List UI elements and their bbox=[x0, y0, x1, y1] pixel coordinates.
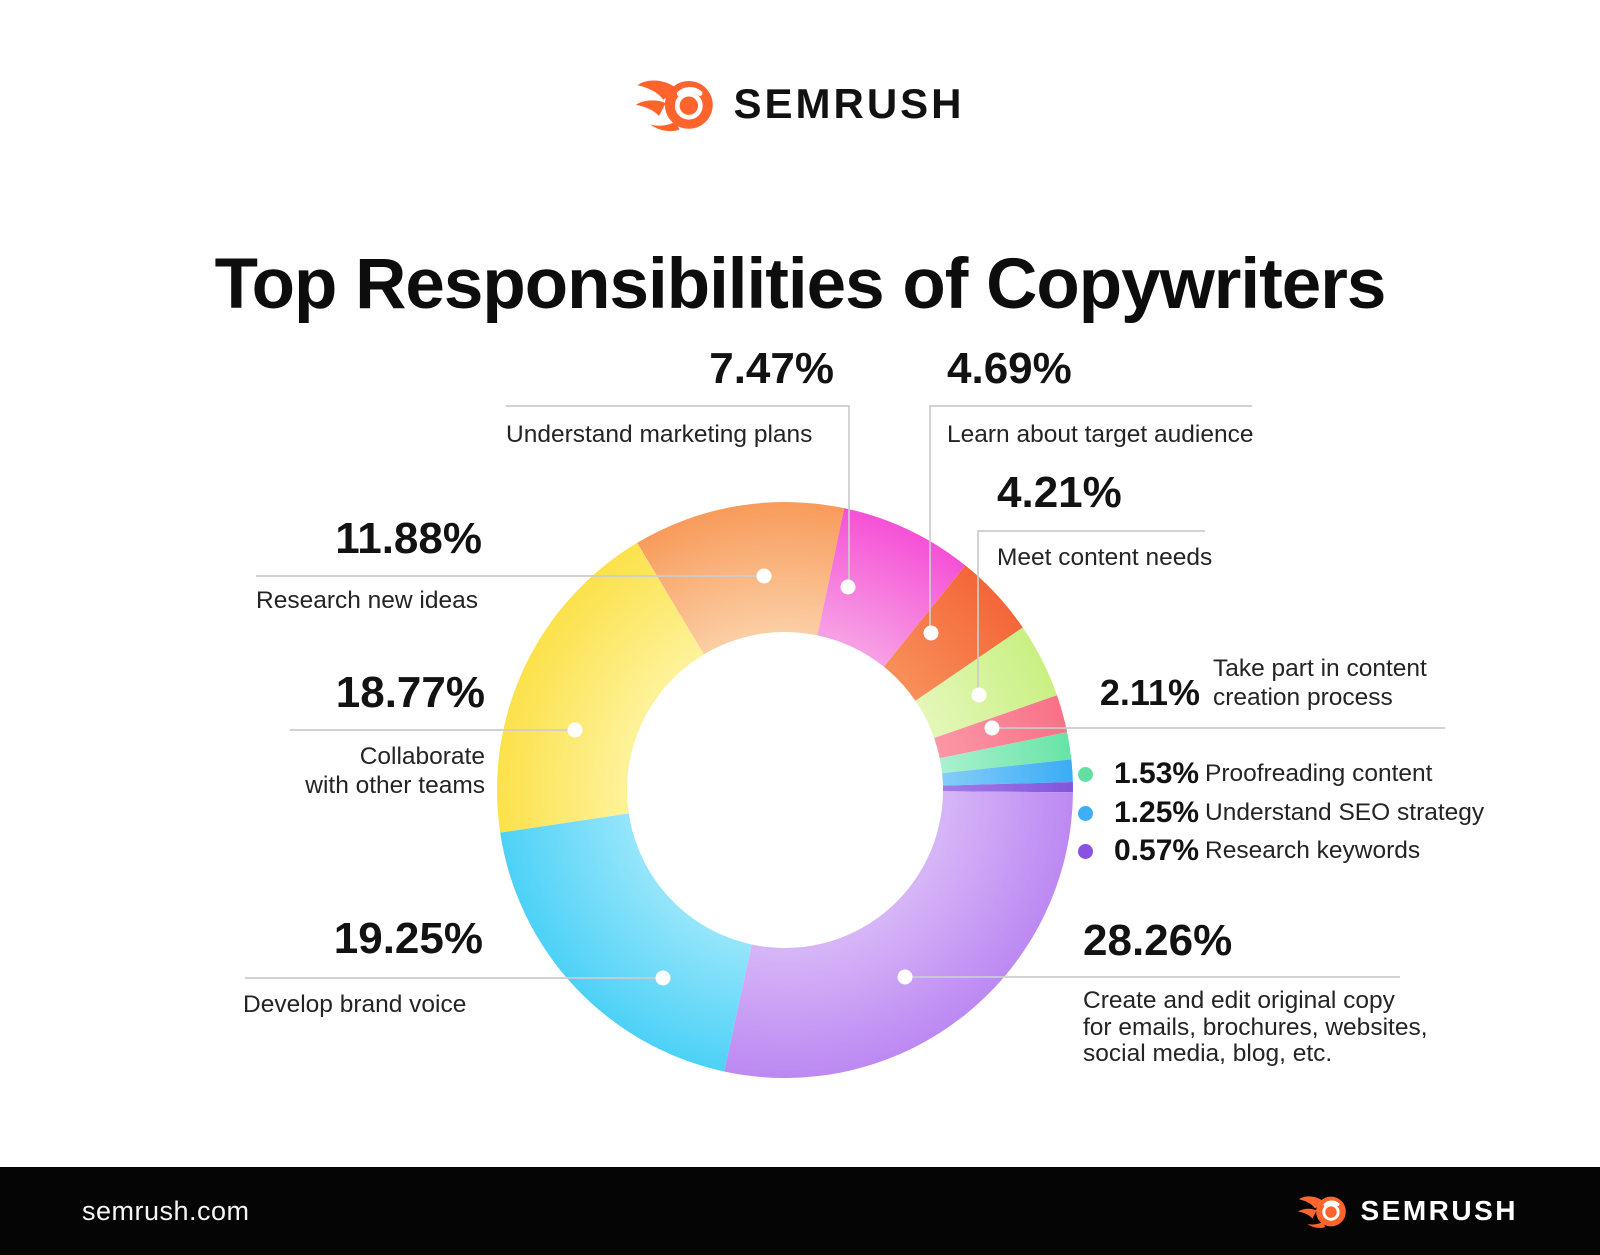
label-research-ideas: Research new ideas bbox=[256, 587, 478, 614]
legend-dot-proofreading bbox=[1078, 766, 1093, 782]
dot-brand-voice bbox=[655, 970, 671, 986]
pct-content-needs: 4.21% bbox=[997, 468, 1122, 517]
footer-bar: semrush.com SEMRUSH bbox=[0, 1167, 1600, 1255]
label-content-needs: Meet content needs bbox=[997, 544, 1213, 571]
dot-collaborate bbox=[567, 722, 583, 738]
donut-slice-0 bbox=[637, 502, 845, 655]
legend-label-proofreading: Proofreading content bbox=[1205, 760, 1433, 787]
label-audience: Learn about target audience bbox=[947, 421, 1254, 448]
dot-create-copy bbox=[897, 969, 913, 985]
page-title: Top Responsibilities of Copywriters bbox=[214, 244, 1387, 324]
callout-connectors bbox=[245, 405, 1445, 979]
dot-research-ideas bbox=[756, 568, 772, 584]
legend-label-seo: Understand SEO strategy bbox=[1205, 799, 1485, 826]
dot-marketing bbox=[840, 579, 856, 595]
donut-slice-4 bbox=[934, 695, 1068, 759]
donut-slice-3 bbox=[915, 627, 1057, 739]
label-creation-line1: Take part in content bbox=[1213, 655, 1427, 682]
label-create-copy: Create and edit original copy for emails… bbox=[1083, 987, 1428, 1068]
dot-content-needs bbox=[971, 687, 987, 703]
legend-dot-seo bbox=[1078, 805, 1093, 821]
legend-dot-keywords bbox=[1078, 843, 1093, 859]
donut-slice-7 bbox=[942, 781, 1073, 793]
dot-audience bbox=[923, 625, 939, 641]
pct-audience: 4.69% bbox=[947, 344, 1072, 393]
legend-pct-proofreading: 1.53% bbox=[1114, 757, 1200, 790]
label-brand-voice: Develop brand voice bbox=[243, 991, 467, 1018]
pct-creation: 2.11% bbox=[1099, 672, 1200, 713]
semrush-fireball-icon bbox=[1298, 1196, 1347, 1228]
pct-research-ideas: 11.88% bbox=[335, 514, 482, 563]
legend-row-proofreading: 1.53% Proofreading content bbox=[1078, 757, 1433, 790]
legend-row-seo: 1.25% Understand SEO strategy bbox=[1078, 796, 1485, 829]
connector-marketing bbox=[506, 405, 850, 587]
header-logo: SEMRUSH bbox=[0, 76, 1600, 132]
legend-row-keywords: 0.57% Research keywords bbox=[1078, 834, 1421, 867]
label-creation-line2: creation process bbox=[1213, 684, 1393, 711]
pct-marketing: 7.47% bbox=[709, 344, 834, 393]
label-create-copy-line1: Create and edit original copy bbox=[1083, 987, 1395, 1014]
pct-brand-voice: 19.25% bbox=[333, 914, 483, 963]
dot-creation bbox=[984, 720, 1000, 736]
label-collaborate: Collaborate with other teams bbox=[235, 742, 485, 800]
callout-dots bbox=[567, 568, 1000, 986]
footer-logo-text: SEMRUSH bbox=[1360, 1195, 1518, 1226]
legend-pct-seo: 1.25% bbox=[1114, 796, 1200, 829]
donut-slice-1 bbox=[817, 508, 966, 667]
label-creation: Take part in content creation process bbox=[1213, 654, 1427, 712]
pct-collaborate: 18.77% bbox=[335, 668, 485, 717]
label-collaborate-line2: with other teams bbox=[305, 772, 485, 799]
label-create-copy-line2: for emails, brochures, websites, bbox=[1083, 1013, 1428, 1041]
label-marketing: Understand marketing plans bbox=[506, 421, 813, 448]
donut-slice-8 bbox=[724, 791, 1073, 1078]
legend-pct-keywords: 0.57% bbox=[1114, 834, 1200, 867]
footer-site-url: semrush.com bbox=[82, 1195, 250, 1226]
pct-create-copy: 28.26% bbox=[1083, 916, 1233, 965]
donut-slice-9 bbox=[500, 813, 752, 1072]
donut-slice-6 bbox=[942, 759, 1073, 786]
legend-label-keywords: Research keywords bbox=[1205, 837, 1421, 864]
donut-slice-5 bbox=[939, 732, 1072, 774]
header-logo-text: SEMRUSH bbox=[733, 80, 965, 127]
footer-logo: SEMRUSH bbox=[1297, 1194, 1518, 1228]
donut-slice-10 bbox=[496, 542, 704, 833]
label-collaborate-line1: Collaborate bbox=[359, 743, 485, 770]
connector-audience bbox=[929, 405, 1252, 633]
label-create-copy-line3: social media, blog, etc. bbox=[1083, 1040, 1333, 1067]
semrush-fireball-icon bbox=[636, 80, 714, 132]
connector-content-needs bbox=[977, 530, 1205, 695]
donut-slice-2 bbox=[883, 565, 1023, 701]
